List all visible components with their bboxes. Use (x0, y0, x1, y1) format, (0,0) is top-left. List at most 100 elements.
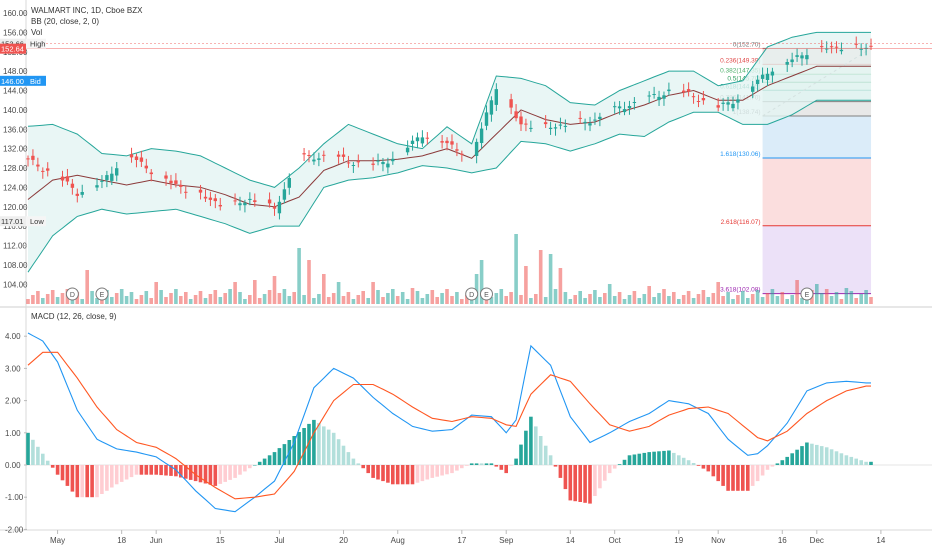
macd-histogram-bar (257, 461, 262, 465)
volume-bar (716, 282, 720, 304)
macd-histogram-bar (134, 465, 139, 475)
macd-histogram-bar (617, 464, 622, 465)
volume-bar (55, 297, 60, 304)
candle (410, 140, 415, 144)
macd-histogram-bar (174, 465, 178, 477)
macd-histogram-bar (691, 463, 696, 465)
macd-histogram-bar (248, 465, 252, 469)
volume-bar (307, 260, 311, 304)
macd-histogram-bar (696, 465, 701, 466)
price-tick-label: 144.00 (3, 87, 28, 96)
macd-histogram-bar (824, 447, 829, 465)
volume-bar (558, 268, 563, 304)
fib-label-0.236: 0.236(149.39) (720, 57, 760, 64)
volume-bar (711, 293, 716, 304)
macd-histogram-bar (336, 439, 341, 465)
macd-histogram-bar (583, 465, 587, 503)
macd-histogram-bar (627, 455, 632, 465)
volume-bar (455, 292, 459, 304)
macd-histogram-bar (445, 465, 449, 475)
macd-histogram-bar (179, 465, 183, 478)
macd-histogram-bar (780, 460, 785, 465)
volume-bar (395, 296, 400, 304)
volume-bar (627, 295, 632, 304)
macd-histogram-bar (238, 465, 242, 475)
macd-pane[interactable] (26, 332, 932, 513)
macd-histogram-bar (765, 465, 770, 470)
macd-histogram-bar (869, 461, 873, 465)
macd-histogram-bar (346, 452, 351, 465)
volume-bar (80, 299, 84, 304)
price-pane[interactable]: 0(152.70)0.236(149.39)0.382(147.35)0.5(1… (26, 31, 932, 304)
macd-tick-label: 0.00 (5, 461, 21, 470)
candle (785, 62, 789, 65)
candle (381, 162, 385, 165)
macd-histogram-bar (100, 465, 104, 494)
price-tag (0, 43, 26, 54)
volume-bar (489, 297, 494, 304)
candle (105, 175, 109, 181)
macd-histogram-bar (262, 458, 267, 465)
macd-histogram-bar (460, 465, 464, 469)
macd-histogram-bar (95, 465, 99, 498)
volume-bar (741, 291, 745, 304)
macd-histogram-bar (632, 454, 637, 465)
volume-bar (174, 289, 178, 304)
volume-bar (262, 294, 267, 304)
volume-bar (119, 289, 124, 304)
candle (657, 96, 661, 101)
volume-bar (31, 295, 35, 304)
macd-histogram-bar (386, 465, 390, 483)
price-tag-label: Low (30, 217, 44, 226)
macd-histogram-bar (859, 460, 863, 465)
candle (731, 103, 735, 109)
volume-bar (667, 296, 671, 304)
candle (208, 197, 213, 200)
volume-bar (405, 299, 410, 304)
macd-histogram-bar (672, 452, 676, 465)
volume-bar (248, 295, 252, 304)
volume-bar (583, 298, 587, 304)
volume-bar (548, 254, 553, 304)
macd-histogram-bar (864, 461, 868, 465)
volume-legend: Vol (31, 28, 42, 37)
macd-histogram-bar (149, 465, 153, 475)
candle (455, 149, 459, 151)
macd-histogram-bar (415, 465, 420, 483)
price-tick-label: 156.00 (3, 28, 28, 37)
macd-histogram-bar (529, 416, 533, 465)
macd-histogram-bar (484, 463, 489, 465)
candle (588, 123, 592, 126)
volume-bar (598, 297, 602, 304)
volume-bar (450, 296, 454, 304)
event-marker-label: E (484, 292, 489, 299)
event-marker (65, 287, 79, 301)
macd-histogram-bar (326, 429, 331, 465)
candle (647, 95, 651, 97)
macd-histogram-bar (652, 451, 656, 465)
volume-bar (800, 298, 804, 304)
volume-bar (430, 290, 435, 304)
time-tick-label: 14 (566, 536, 575, 545)
volume-bar (184, 292, 188, 304)
volume-bar (563, 292, 568, 304)
macd-histogram-bar (455, 465, 459, 471)
volume-bar (154, 282, 158, 304)
volume-bar (603, 293, 607, 304)
candle (36, 164, 40, 167)
price-tick-label: 124.00 (3, 183, 28, 192)
volume-bar (770, 289, 775, 304)
candle (691, 96, 696, 98)
volume-bar (760, 297, 765, 304)
price-tick-label: 108.00 (3, 261, 28, 270)
volume-bar (736, 295, 740, 304)
volume-bar (479, 260, 484, 304)
candle (371, 163, 375, 165)
price-tag-value: 117.01 (1, 217, 23, 226)
macd-histogram-bar (188, 465, 193, 480)
time-tick-label: 14 (876, 536, 885, 545)
macd-histogram-bar (41, 453, 45, 465)
candle (272, 206, 277, 209)
volume-bar (780, 292, 785, 304)
volume-bar (514, 234, 518, 304)
